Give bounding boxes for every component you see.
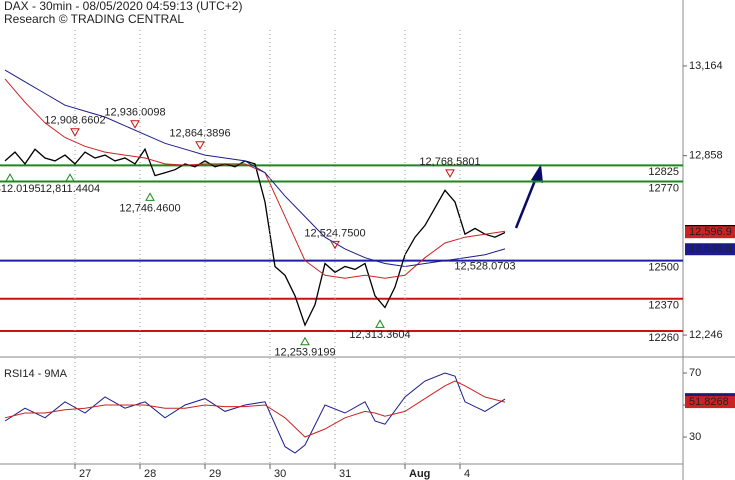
annotation-label: 12,812.0195 <box>0 183 41 195</box>
high-marker <box>130 120 140 129</box>
annotation-label: 12,528.0703 <box>454 260 515 272</box>
x-tick-label: 4 <box>464 468 470 480</box>
x-tick-label: 29 <box>209 468 221 480</box>
level-label: 12500 <box>648 262 679 274</box>
level-label: 12825 <box>648 166 679 178</box>
y-tick-label: 13,164 <box>689 60 723 72</box>
annotation-label: 12,524.7500 <box>304 227 365 239</box>
x-tick-label: 31 <box>339 468 351 480</box>
high-marker <box>195 141 205 150</box>
y-tick-label: 30 <box>689 431 701 443</box>
price-tag <box>685 396 735 409</box>
level-label: 12770 <box>648 182 679 194</box>
level-label: 12370 <box>648 300 679 312</box>
annotation-label: 12,768.5801 <box>419 156 480 168</box>
low-marker <box>300 336 310 346</box>
high-marker <box>445 169 455 178</box>
annotation-label: 12,313.3604 <box>349 329 410 341</box>
low-marker <box>145 192 155 201</box>
y-tick-label: 12,858 <box>689 150 723 162</box>
price-tag-label: 12,538.8 <box>689 243 732 255</box>
forecast-arrow <box>514 164 543 229</box>
series-line <box>4 78 506 279</box>
price-tag-label: 51.8268 <box>689 396 729 408</box>
low-marker <box>5 173 15 182</box>
annotation-label: 12,746.4600 <box>119 202 180 214</box>
y-tick-label: 12,246 <box>689 329 723 341</box>
annotation-label: 12,864.3896 <box>169 128 230 140</box>
low-marker <box>65 173 75 182</box>
high-marker <box>70 128 80 137</box>
series-line <box>4 380 506 438</box>
annotation-label: 12,936.0098 <box>104 107 165 119</box>
level-label: 12260 <box>648 332 679 344</box>
annotation-label: 12,908.6602 <box>44 115 105 127</box>
x-tick-label: 30 <box>274 468 286 480</box>
annotation-label: 12,811.4404 <box>40 183 100 195</box>
x-tick-label: 27 <box>79 468 91 480</box>
series-line <box>4 372 506 454</box>
chart-subtitle: Research © TRADING CENTRAL <box>4 12 184 26</box>
price-tag <box>685 243 735 256</box>
price-tag-label: 12,596.9 <box>689 226 732 238</box>
series-line <box>4 147 506 327</box>
low-marker <box>375 319 385 328</box>
rsi-title: RSI14 - 9MA <box>4 368 68 380</box>
x-tick-label: Aug <box>409 468 430 480</box>
annotation-label: 12,253.9199 <box>274 347 335 359</box>
y-tick-label: 70 <box>689 367 701 379</box>
high-marker <box>330 240 340 250</box>
price-tag <box>685 226 735 239</box>
chart-title: DAX - 30min - 08/05/2020 04:59:13 (UTC+2… <box>4 0 242 13</box>
x-tick-label: 28 <box>144 468 156 480</box>
series-line <box>4 69 506 268</box>
